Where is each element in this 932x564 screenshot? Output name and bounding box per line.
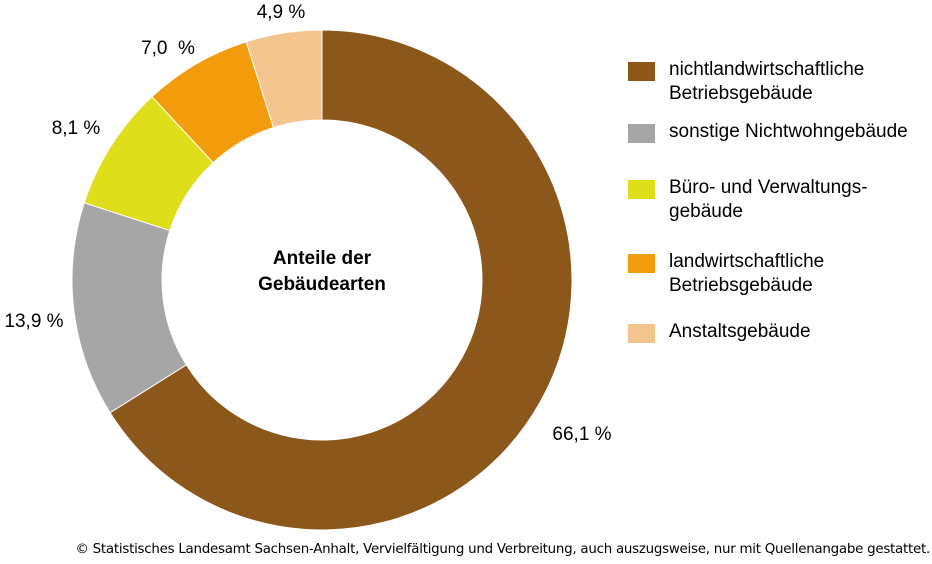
legend-swatch	[628, 124, 655, 143]
percentage-label-3: 8,1 %	[52, 118, 101, 139]
legend-label: Anstaltsgebäude	[669, 321, 811, 342]
donut-slice-1	[109, 29, 573, 531]
percentage-labels: 66,1 % 13,9 % 8,1 % 7,0 % 4,9 %	[4, 2, 611, 445]
donut-slice-5	[245, 29, 323, 129]
chart-center-title-line: Anteile der	[273, 248, 372, 269]
legend-label: nichtlandwirtschaftliche Betriebsgebäude	[669, 59, 865, 104]
percentage-label-1: 66,1 %	[552, 424, 611, 445]
legend-label: landwirtschaftliche Betriebsgebäude	[669, 251, 825, 296]
donut-slices	[71, 29, 573, 531]
legend-label: Büro- und Verwaltungs- gebäude	[669, 177, 868, 222]
percentage-label-5: 4,9 %	[257, 2, 306, 23]
legend-swatch	[628, 324, 655, 343]
chart-center-title: Anteile der Gebäudearten	[258, 248, 386, 295]
chart-center-title-line: Gebäudearten	[258, 274, 386, 295]
legend-swatch	[628, 62, 655, 81]
percentage-label-4: 7,0 %	[141, 38, 195, 59]
percentage-label-2: 13,9 %	[4, 311, 63, 332]
legend-swatch	[628, 254, 655, 273]
legend-label: sonstige Nichtwohngebäude	[669, 121, 908, 142]
copyright-footer: © Statistisches Landesamt Sachsen-Anhalt…	[75, 542, 931, 557]
legend-swatch	[628, 180, 655, 199]
